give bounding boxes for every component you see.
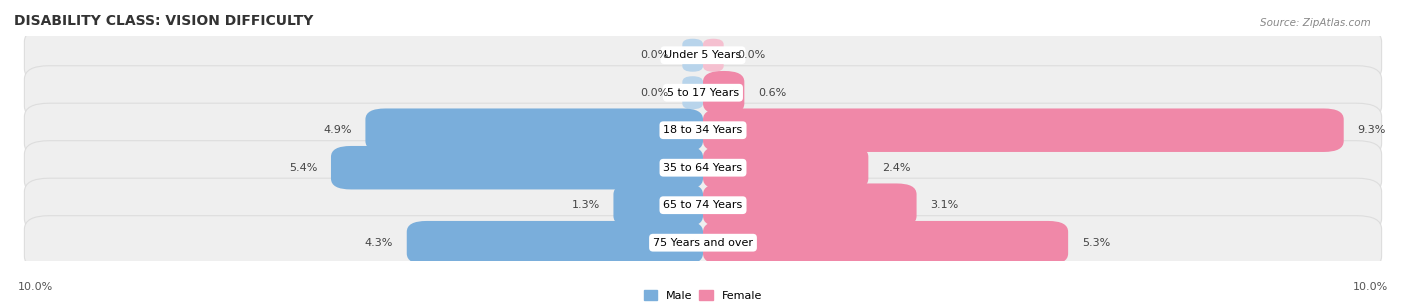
FancyBboxPatch shape (24, 66, 1382, 120)
FancyBboxPatch shape (703, 221, 1069, 264)
FancyBboxPatch shape (703, 109, 1344, 152)
Text: 0.0%: 0.0% (640, 88, 669, 98)
FancyBboxPatch shape (24, 141, 1382, 195)
FancyBboxPatch shape (703, 146, 869, 189)
FancyBboxPatch shape (366, 109, 703, 152)
Text: Source: ZipAtlas.com: Source: ZipAtlas.com (1260, 18, 1371, 28)
FancyBboxPatch shape (24, 103, 1382, 157)
Text: 75 Years and over: 75 Years and over (652, 238, 754, 248)
Text: 65 to 74 Years: 65 to 74 Years (664, 200, 742, 210)
FancyBboxPatch shape (330, 146, 703, 189)
FancyBboxPatch shape (406, 221, 703, 264)
Text: Under 5 Years: Under 5 Years (665, 50, 741, 60)
Text: 0.6%: 0.6% (758, 88, 786, 98)
FancyBboxPatch shape (703, 183, 917, 227)
Text: 5.3%: 5.3% (1083, 238, 1111, 248)
Text: 5.4%: 5.4% (288, 163, 318, 173)
Text: 10.0%: 10.0% (18, 282, 53, 292)
FancyBboxPatch shape (703, 71, 744, 115)
Text: 0.0%: 0.0% (640, 50, 669, 60)
Text: 3.1%: 3.1% (931, 200, 959, 210)
Text: 5 to 17 Years: 5 to 17 Years (666, 88, 740, 98)
Text: DISABILITY CLASS: VISION DIFFICULTY: DISABILITY CLASS: VISION DIFFICULTY (14, 14, 314, 28)
FancyBboxPatch shape (24, 216, 1382, 270)
FancyBboxPatch shape (24, 28, 1382, 82)
Text: 18 to 34 Years: 18 to 34 Years (664, 125, 742, 135)
Text: 1.3%: 1.3% (571, 200, 599, 210)
Text: 4.3%: 4.3% (364, 238, 392, 248)
Text: 2.4%: 2.4% (882, 163, 911, 173)
FancyBboxPatch shape (24, 178, 1382, 232)
Text: 35 to 64 Years: 35 to 64 Years (664, 163, 742, 173)
FancyBboxPatch shape (703, 39, 724, 72)
FancyBboxPatch shape (613, 183, 703, 227)
Text: 0.0%: 0.0% (738, 50, 766, 60)
Text: 9.3%: 9.3% (1358, 125, 1386, 135)
Text: 4.9%: 4.9% (323, 125, 352, 135)
FancyBboxPatch shape (682, 76, 703, 109)
Legend: Male, Female: Male, Female (640, 286, 766, 304)
Text: 10.0%: 10.0% (1353, 282, 1388, 292)
FancyBboxPatch shape (682, 39, 703, 72)
